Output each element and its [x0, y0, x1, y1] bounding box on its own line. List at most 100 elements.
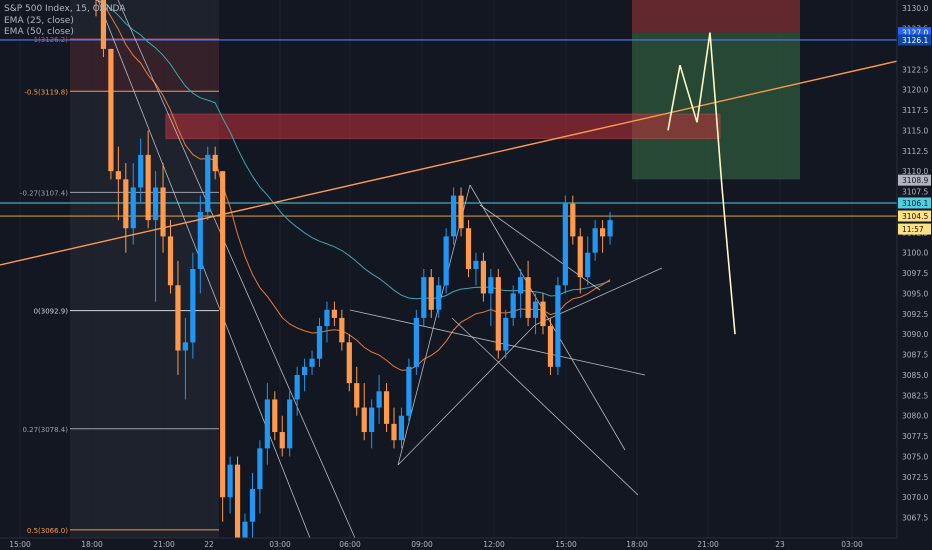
trend-drawing	[469, 184, 626, 451]
trend-drawing	[397, 184, 471, 466]
time-axis-label: 15:00	[555, 540, 577, 549]
price-axis-label: 3120.0	[902, 86, 928, 95]
price-tag-label: 3108.9	[902, 176, 928, 185]
price-tag-label: 11:57	[902, 225, 924, 234]
time-axis-label: 03:00	[841, 540, 863, 549]
candle	[547, 317, 554, 375]
candle	[361, 383, 367, 441]
candle	[167, 220, 174, 294]
price-axis-label: 3085.0	[902, 371, 928, 380]
candle-body	[167, 236, 174, 286]
projection-path	[667, 32, 736, 335]
trend-drawing	[451, 317, 639, 496]
candle-body	[443, 236, 449, 286]
candle	[346, 334, 352, 392]
resistance-zone	[165, 113, 721, 140]
candle	[205, 146, 211, 221]
candle-body	[413, 317, 419, 367]
candle-body	[383, 391, 390, 424]
candle-body	[346, 342, 352, 384]
candle-body	[488, 277, 494, 294]
price-axis-label: 3075.0	[902, 452, 928, 461]
stop-zone	[632, 0, 800, 33]
price-tag	[898, 197, 931, 209]
candle	[153, 171, 159, 302]
candle-body	[354, 383, 360, 408]
candle	[421, 269, 427, 327]
candle	[190, 252, 196, 359]
price-axis-label: 3095.0	[902, 289, 928, 298]
candle	[577, 228, 583, 294]
candle-body	[220, 171, 226, 498]
candle	[227, 456, 233, 514]
candle-body	[600, 228, 606, 237]
price-tag-label: 3104.5	[902, 212, 928, 221]
candle-body	[547, 326, 554, 367]
candle	[197, 195, 203, 294]
candle-body	[436, 285, 442, 310]
candle-body	[361, 407, 367, 433]
candle	[495, 269, 501, 359]
time-axis-label: 06:00	[339, 540, 361, 549]
candle-body	[227, 464, 233, 498]
candle	[175, 260, 181, 375]
candle	[138, 138, 144, 204]
price-axis-label: 3107.5	[902, 188, 928, 197]
candle-body	[138, 154, 144, 188]
candle-body	[234, 464, 241, 550]
candle-body	[190, 269, 196, 343]
candle-body	[518, 277, 524, 294]
price-tag-label: 3126.1	[902, 36, 928, 45]
candle	[458, 187, 464, 237]
candle-body	[160, 187, 166, 237]
candle-body	[100, 0, 107, 49]
candle-body	[376, 391, 382, 408]
candle	[592, 220, 598, 261]
candle	[100, 0, 107, 58]
candle	[465, 220, 472, 278]
time-axis-label: 18:00	[626, 540, 648, 549]
candle-body	[145, 154, 151, 221]
trend-drawing	[117, 0, 356, 539]
candle-body	[458, 195, 464, 229]
candle-body	[302, 366, 308, 375]
price-tag	[898, 210, 931, 222]
trend-drawing	[397, 324, 536, 466]
price-axis-label: 3067.5	[902, 514, 928, 523]
candle-body	[480, 260, 486, 294]
price-axis-label: 3100.0	[902, 249, 928, 258]
price-axis-label: 3072.5	[902, 473, 928, 482]
candle-body	[257, 448, 263, 490]
candle	[585, 236, 591, 286]
candle	[115, 146, 121, 221]
candle	[503, 309, 509, 359]
price-axis-label: 3097.5	[902, 269, 928, 278]
candle-body	[123, 179, 129, 229]
candle	[354, 366, 360, 416]
time-axis-bg	[0, 538, 932, 550]
time-axis-label: 12:00	[483, 540, 505, 549]
price-axis-label: 3087.5	[902, 351, 928, 360]
candle	[212, 146, 218, 180]
time-axis-label: 21:00	[697, 540, 719, 549]
price-axis-label: 3115.0	[902, 126, 928, 135]
candle	[287, 391, 293, 457]
price-tag	[898, 174, 931, 186]
candle-body	[406, 366, 412, 416]
fib-level-label: 0.5(3066.0)	[27, 527, 68, 535]
candle	[123, 163, 129, 253]
candle	[391, 407, 397, 449]
candle-body	[287, 399, 293, 449]
candle-body	[503, 317, 509, 351]
candle	[160, 163, 166, 253]
candle	[436, 277, 442, 318]
candle	[316, 317, 323, 367]
candle-body	[331, 309, 337, 318]
candle	[182, 317, 188, 400]
candle-body	[309, 358, 315, 367]
candle-body	[212, 154, 218, 172]
price-tag-label: 3127.0	[902, 29, 928, 38]
price-axis-label: 3080.0	[902, 412, 928, 421]
candle	[272, 391, 278, 441]
